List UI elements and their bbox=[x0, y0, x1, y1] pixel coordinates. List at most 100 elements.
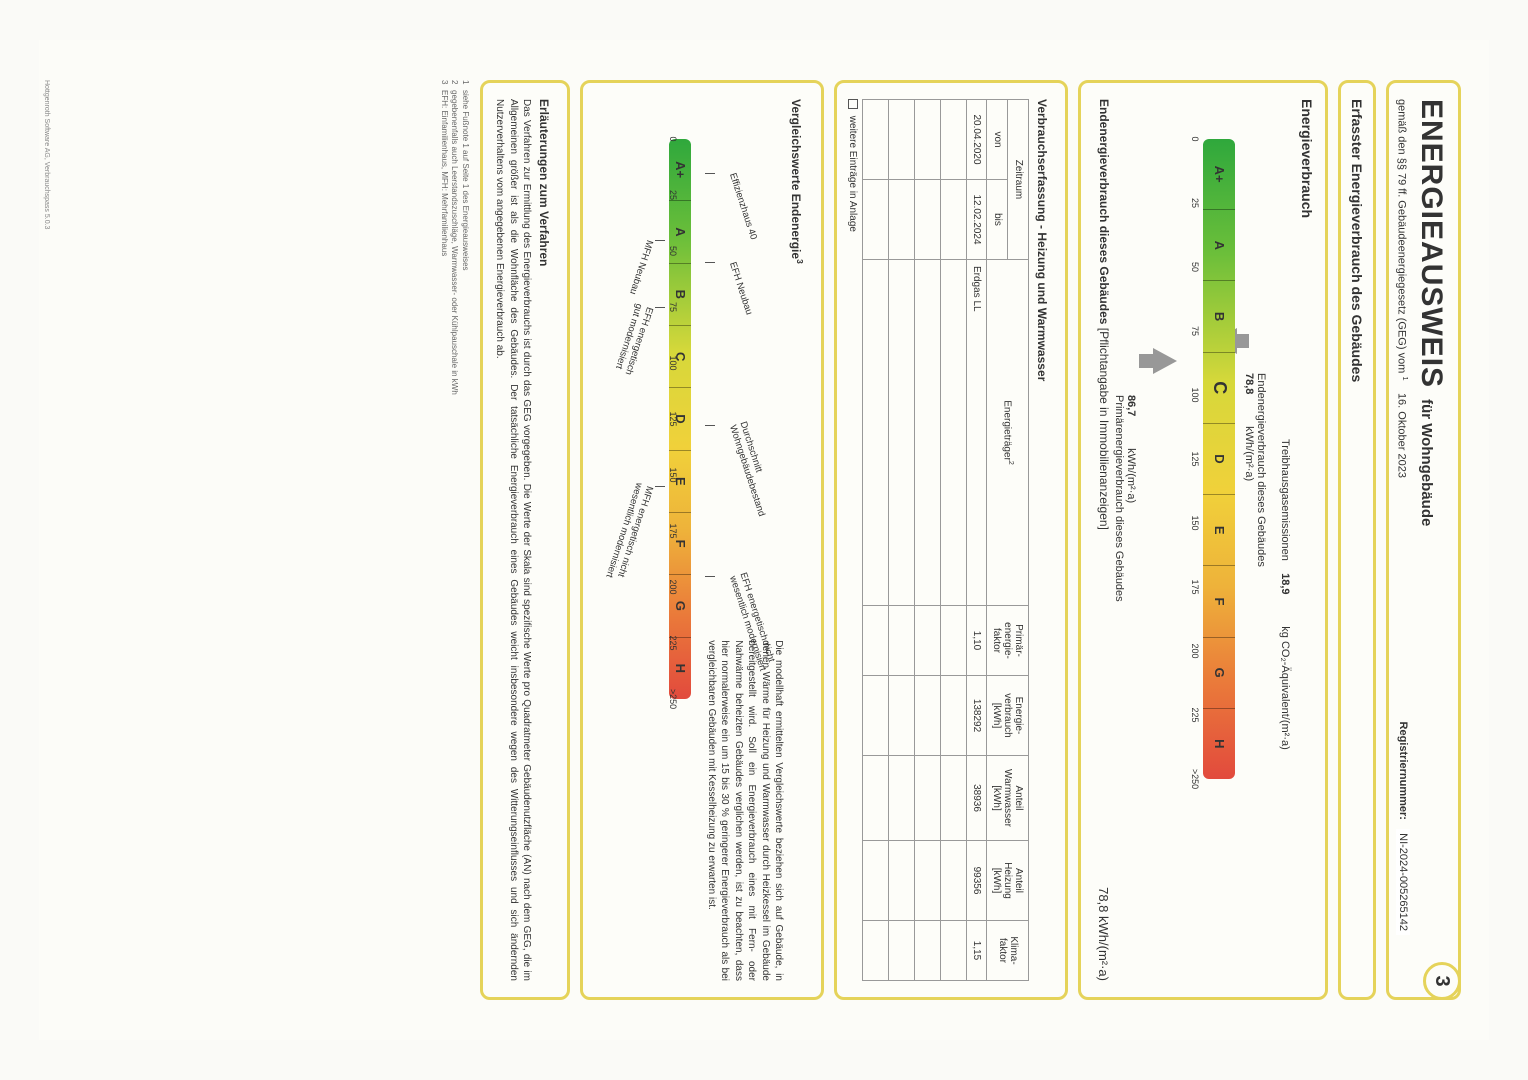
endenergy-summary: Endenergieverbrauch dieses Gebäudes [Pfl… bbox=[1097, 99, 1111, 981]
footnote-2: gegebenenfalls auch Leerstandszuschläge,… bbox=[450, 90, 459, 395]
primenergy-unit: kWh/(m²·a) bbox=[1125, 448, 1137, 503]
footnote-3: EFH: Einfamilienhaus, MFH: Mehrfamilienh… bbox=[440, 90, 449, 256]
ghg-line: Treibhausgasemissionen 18,9 kg CO₂-Äquiv… bbox=[1279, 439, 1291, 750]
table-row-empty bbox=[915, 100, 941, 981]
scale-class-D: D bbox=[1203, 424, 1235, 495]
consumption-table: Zeitraum Energieträger2 Primär- energie-… bbox=[862, 99, 1029, 981]
scale-class-A: A bbox=[1203, 210, 1235, 281]
comparison-label: EFH Neubau bbox=[727, 261, 754, 317]
scale-class-E: E bbox=[1203, 495, 1235, 566]
scale-tick: 50 bbox=[668, 246, 678, 256]
comparison-tick bbox=[705, 173, 715, 174]
scale-tick: 100 bbox=[668, 355, 678, 370]
cell-energy: 138292 bbox=[967, 676, 987, 756]
captured-consumption-title: Erfasster Energieverbrauch des Gebäudes bbox=[1349, 99, 1365, 382]
page-number: 3 bbox=[1431, 975, 1454, 986]
scale-tick: 175 bbox=[668, 523, 678, 538]
scale-tick: 125 bbox=[668, 411, 678, 426]
scale-class-F: F bbox=[1203, 566, 1235, 637]
comparison-tick bbox=[655, 486, 665, 487]
endenergy-line: Endenergieverbrauch dieses Gebäudes 78,8… bbox=[1243, 373, 1267, 567]
verfahren-body: Das Verfahren zur Ermittlung des Energie… bbox=[493, 99, 534, 981]
comparison-label: MFH Neubau bbox=[627, 238, 655, 295]
primenergy-line: 86,7 kWh/(m²·a) Primärenergieverbrauch d… bbox=[1113, 395, 1137, 602]
cell-to: 12.02.2024 bbox=[967, 180, 987, 260]
scale-tick: 125 bbox=[1190, 451, 1200, 466]
scale-tick: 225 bbox=[1190, 707, 1200, 722]
scale-tick: 200 bbox=[668, 579, 678, 594]
ghg-value: 18,9 bbox=[1279, 573, 1291, 617]
comparison-tick bbox=[705, 425, 715, 426]
scale-tick: 25 bbox=[1190, 198, 1200, 208]
cell-primfactor: 1,10 bbox=[967, 606, 987, 676]
more-entries-checkbox[interactable] bbox=[848, 99, 858, 109]
scale-tick: 25 bbox=[668, 190, 678, 200]
scale-class-B: B bbox=[669, 264, 691, 326]
primenergy-label: Primärenergieverbrauch dieses Gebäudes bbox=[1113, 395, 1125, 602]
endenergy-unit: kWh/(m²·a) bbox=[1243, 426, 1255, 481]
scale-tick: >250 bbox=[668, 689, 678, 709]
reg-number: NI-2024-005265142 bbox=[1396, 829, 1410, 935]
page: 3 ENERGIEAUSWEIS für Wohngebäude gemäß d… bbox=[39, 40, 1489, 1040]
header-law-line: gemäß den §§ 79 ff. Gebäudeenergiegesetz… bbox=[1395, 99, 1410, 981]
captured-consumption-bar: Erfasster Energieverbrauch des Gebäudes bbox=[1338, 80, 1376, 1000]
scale-class-B: B bbox=[1203, 281, 1235, 352]
comparison-tick bbox=[705, 576, 715, 577]
table-body: 20.04.202012.02.2024Erdgas LL1,101382923… bbox=[863, 100, 987, 981]
th-from: von bbox=[987, 100, 1008, 180]
comparison-tick bbox=[655, 240, 665, 241]
scale-tick: 0 bbox=[668, 136, 678, 141]
doc-subtitle: für Wohngebäude bbox=[1418, 399, 1435, 526]
table-row-empty bbox=[941, 100, 967, 981]
th-carrier: Energieträger2 bbox=[987, 260, 1029, 606]
law-prefix: gemäß den §§ 79 ff. Gebäudeenergiegesetz… bbox=[1395, 99, 1407, 373]
table-row: 20.04.202012.02.2024Erdgas LL1,101382923… bbox=[967, 100, 987, 981]
consumption-table-section: Verbrauchserfassung - Heizung und Warmwa… bbox=[834, 80, 1068, 1000]
law-date: 16. Oktober 2023 bbox=[1395, 393, 1407, 478]
comparison-label: EFH energetisch nicht wesentlich moderni… bbox=[727, 571, 779, 672]
page-number-badge: 3 bbox=[1423, 962, 1461, 1000]
comparison-section: Vergleichswerte Endenergie3 Effizienzhau… bbox=[580, 80, 824, 1000]
footnotes: 1siehe Fußnote 1 auf Seite 1 des Energie… bbox=[439, 80, 470, 1000]
software-credit: Hottgenroth Software AG, Verbrauchspass … bbox=[43, 80, 50, 229]
endenergy-value: 78,8 bbox=[1243, 373, 1255, 417]
scale-tick: >250 bbox=[1190, 769, 1200, 789]
scale-tick: 0 bbox=[1190, 136, 1200, 141]
cell-heat: 99356 bbox=[967, 841, 987, 921]
comparison-label: MFH energetisch nicht wesentlich moderni… bbox=[604, 481, 656, 582]
energy-scale-main: Treibhausgasemissionen 18,9 kg CO₂-Äquiv… bbox=[1203, 139, 1235, 981]
th-to: bis bbox=[987, 180, 1008, 260]
comparison-scale: Effizienzhaus 40EFH NeubauDurchschnitt W… bbox=[575, 139, 775, 620]
header-section: 3 ENERGIEAUSWEIS für Wohngebäude gemäß d… bbox=[1386, 80, 1461, 1000]
cell-ww: 38936 bbox=[967, 756, 987, 841]
scale-class-G: G bbox=[1203, 638, 1235, 709]
comparison-label: EFH energetisch gut modernisiert bbox=[613, 302, 656, 376]
scale-tick: 175 bbox=[1190, 579, 1200, 594]
scale-tick: 100 bbox=[1190, 387, 1200, 402]
scale-bar: A+ABCDEFGH bbox=[1203, 139, 1235, 779]
primenergy-value: 86,7 bbox=[1125, 395, 1137, 439]
reg-label: Registriernummer: bbox=[1397, 722, 1409, 820]
table-row-empty bbox=[889, 100, 915, 981]
scale-class-F: F bbox=[669, 513, 691, 575]
th-period: Zeitraum bbox=[1008, 100, 1029, 260]
verfahren-title: Erläuterungen zum Verfahren bbox=[537, 99, 551, 981]
comparison-two-col: Effizienzhaus 40EFH NeubauDurchschnitt W… bbox=[575, 99, 785, 981]
th-klima: Klima- faktor bbox=[987, 921, 1029, 981]
doc-title: ENERGIEAUSWEIS bbox=[1415, 99, 1448, 388]
scale-class-A+: A+ bbox=[1203, 139, 1235, 210]
th-energy: Energie- verbrauch [kWh] bbox=[987, 676, 1029, 756]
comparison-tick bbox=[705, 262, 715, 263]
scale-tick: 150 bbox=[1190, 515, 1200, 530]
th-primfactor: Primär- energie- faktor bbox=[987, 606, 1029, 676]
endline-value: 78,8 kWh/(m²·a) bbox=[1096, 887, 1111, 981]
scale-class-C: C bbox=[1203, 353, 1235, 424]
comparison-bottom-labels: MFH Neubau EFH energetisch gut modernisie… bbox=[575, 139, 665, 699]
comparison-tick bbox=[655, 307, 665, 308]
verfahren-section: Erläuterungen zum Verfahren Das Verfahre… bbox=[480, 80, 571, 1000]
cell-from: 20.04.2020 bbox=[967, 100, 987, 180]
endenergy-label: Endenergieverbrauch dieses Gebäudes bbox=[1255, 373, 1267, 567]
comparison-top-labels: Effizienzhaus 40EFH NeubauDurchschnitt W… bbox=[715, 139, 775, 699]
footnote-1: siehe Fußnote 1 auf Seite 1 des Energiea… bbox=[461, 90, 470, 271]
scale-tick: 200 bbox=[1190, 643, 1200, 658]
